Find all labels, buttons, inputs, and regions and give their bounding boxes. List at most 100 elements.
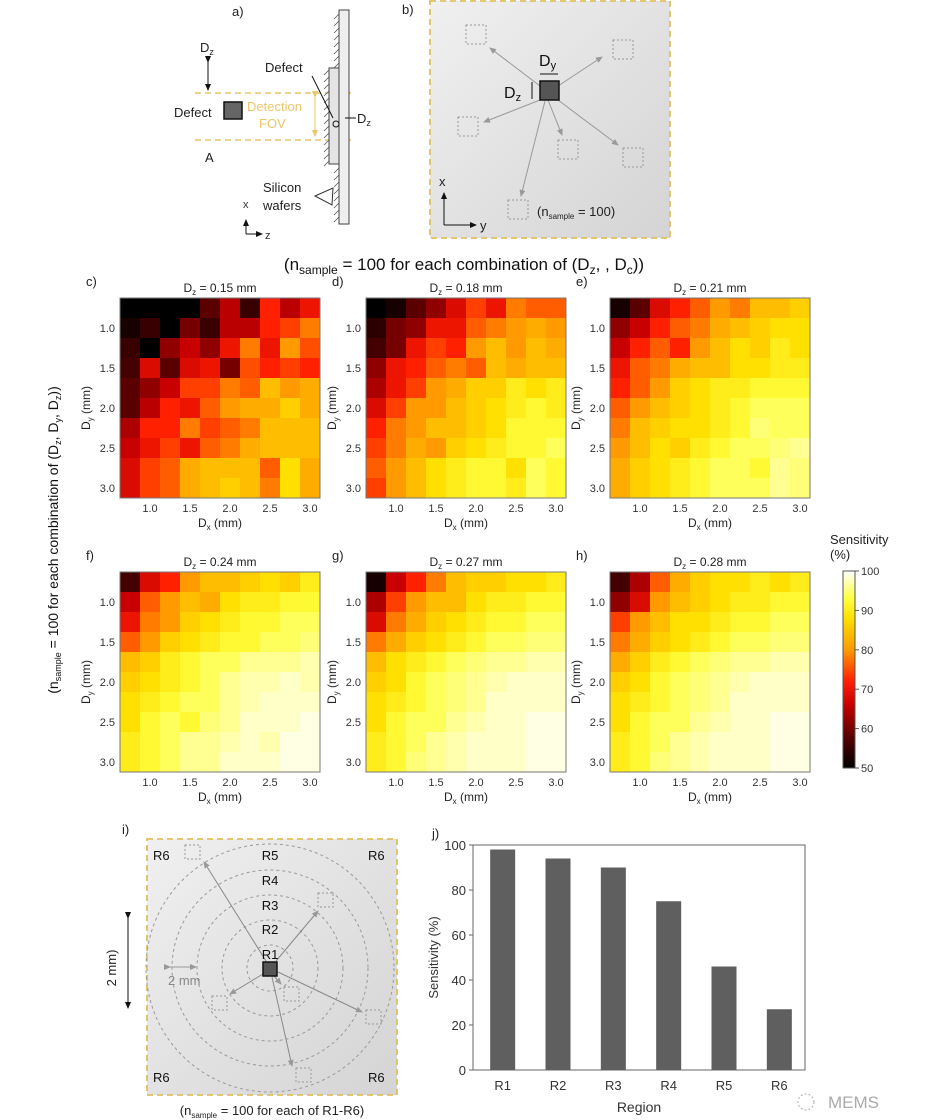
- region-label-r4: R4: [262, 873, 279, 888]
- heatmap-cell: [220, 398, 241, 419]
- panel-label: c): [86, 274, 97, 289]
- y-tick-label: 2.5: [346, 443, 361, 455]
- heatmap-cell: [730, 398, 751, 419]
- heatmap-cell: [426, 378, 447, 399]
- y-axis-label: Dy (mm): [79, 386, 95, 430]
- heatmap-cell: [546, 358, 567, 379]
- heatmap-cell: [260, 318, 281, 339]
- heatmap-cell: [280, 732, 301, 753]
- heatmap-cell: [486, 338, 507, 359]
- heatmap-cell: [630, 398, 651, 419]
- heatmap-cell: [426, 612, 447, 633]
- heatmap-cell: [386, 398, 407, 419]
- heatmap-cell: [280, 378, 301, 399]
- heatmap-cell: [240, 692, 261, 713]
- x-tick-label: 3.0: [792, 777, 807, 789]
- heatmap-cell: [406, 438, 427, 459]
- y-axis-label: Dy (mm): [325, 386, 341, 430]
- heatmap-cell: [260, 378, 281, 399]
- heatmap-cell: [710, 438, 731, 459]
- heatmap-cell: [120, 632, 141, 653]
- heatmap-cell: [670, 478, 691, 499]
- heatmap-cell: [426, 592, 447, 613]
- heatmap-cell: [630, 692, 651, 713]
- heatmap-cell: [426, 692, 447, 713]
- y-tick-label: 1.0: [346, 597, 361, 609]
- heatmap-cell: [526, 732, 547, 753]
- heatmap-cell: [770, 612, 791, 633]
- heatmap-cell: [140, 692, 161, 713]
- wafer-hatching: [323, 13, 340, 223]
- bar-r2: [545, 858, 571, 1070]
- heatmap-cell: [526, 652, 547, 673]
- x-tick-label: 2.0: [712, 503, 727, 515]
- y-tick-label: 2.5: [100, 717, 115, 729]
- panel-b: b) Dy Dz x y (nsample = 100): [402, 0, 671, 239]
- heatmap-cell: [506, 458, 527, 479]
- heatmap-cell: [630, 752, 651, 773]
- heatmap-cell: [466, 378, 487, 399]
- heatmap-cell: [120, 752, 141, 773]
- heatmap-cell: [546, 632, 567, 653]
- heatmap-cell: [120, 732, 141, 753]
- heatmap-cell: [120, 418, 141, 439]
- x-tick-label: 3.0: [302, 777, 317, 789]
- heatmap-cell: [120, 398, 141, 419]
- heatmap-cell: [386, 438, 407, 459]
- heatmap-cell: [200, 712, 221, 733]
- colorbar-tick-label: 100: [861, 566, 879, 578]
- heatmap-cell: [710, 672, 731, 693]
- heatmap-cell: [120, 692, 141, 713]
- heatmap-cell: [690, 378, 711, 399]
- bar-r1: [490, 849, 516, 1070]
- heatmap-cell: [506, 632, 527, 653]
- heatmap-cell: [280, 712, 301, 733]
- heatmap-cell: [160, 592, 181, 613]
- heatmap-cell: [506, 398, 527, 419]
- heatmap-cell: [366, 458, 387, 479]
- heatmap-cell: [220, 418, 241, 439]
- heatmap-cell: [260, 478, 281, 499]
- heatmap-cell: [670, 318, 691, 339]
- heatmap-cell: [750, 712, 771, 733]
- heatmap-cell: [486, 692, 507, 713]
- heatmap-cell: [710, 652, 731, 673]
- x-tick-label: 1.5: [428, 777, 443, 789]
- heatmap-cell: [790, 652, 811, 673]
- heatmap-cell: [630, 418, 651, 439]
- heatmap-cell: [546, 572, 567, 593]
- heatmap-cell: [710, 338, 731, 359]
- y-tick-label: 2.0: [590, 403, 605, 415]
- heatmap-cell: [466, 338, 487, 359]
- heatmap-cell: [670, 358, 691, 379]
- heatmap-cell: [466, 712, 487, 733]
- heatmap-cell: [426, 318, 447, 339]
- dy-label: Dy: [539, 53, 557, 72]
- heatmap-cell: [690, 338, 711, 359]
- heatmap-cell: [120, 592, 141, 613]
- y-tick-label: 1.5: [100, 637, 115, 649]
- heatmap-cell: [446, 692, 467, 713]
- heatmap-cell: [630, 298, 651, 319]
- heatmap-cell: [386, 458, 407, 479]
- heatmap-cell: [446, 572, 467, 593]
- watermark: MEMS: [797, 1093, 879, 1112]
- heatmap-cell: [790, 712, 811, 733]
- heatmap-cell: [280, 592, 301, 613]
- heatmap-cell: [140, 612, 161, 633]
- heatmap-cell: [610, 418, 631, 439]
- y-tick-label: 1.0: [590, 323, 605, 335]
- y-tick-label: 2.0: [346, 403, 361, 415]
- heatmap-cell: [506, 478, 527, 499]
- heatmap-cell: [406, 572, 427, 593]
- heatmap-cell: [260, 358, 281, 379]
- heatmap-cell: [610, 612, 631, 633]
- heatmap-cell: [240, 592, 261, 613]
- heatmap-title: Dz = 0.18 mm: [429, 281, 502, 297]
- x-tick-label: 2.0: [468, 503, 483, 515]
- x-tick-label: 2.0: [712, 777, 727, 789]
- heatmap-cell: [466, 612, 487, 633]
- heatmap-cell: [426, 672, 447, 693]
- heatmap-cell: [546, 612, 567, 633]
- heatmap-cell: [426, 632, 447, 653]
